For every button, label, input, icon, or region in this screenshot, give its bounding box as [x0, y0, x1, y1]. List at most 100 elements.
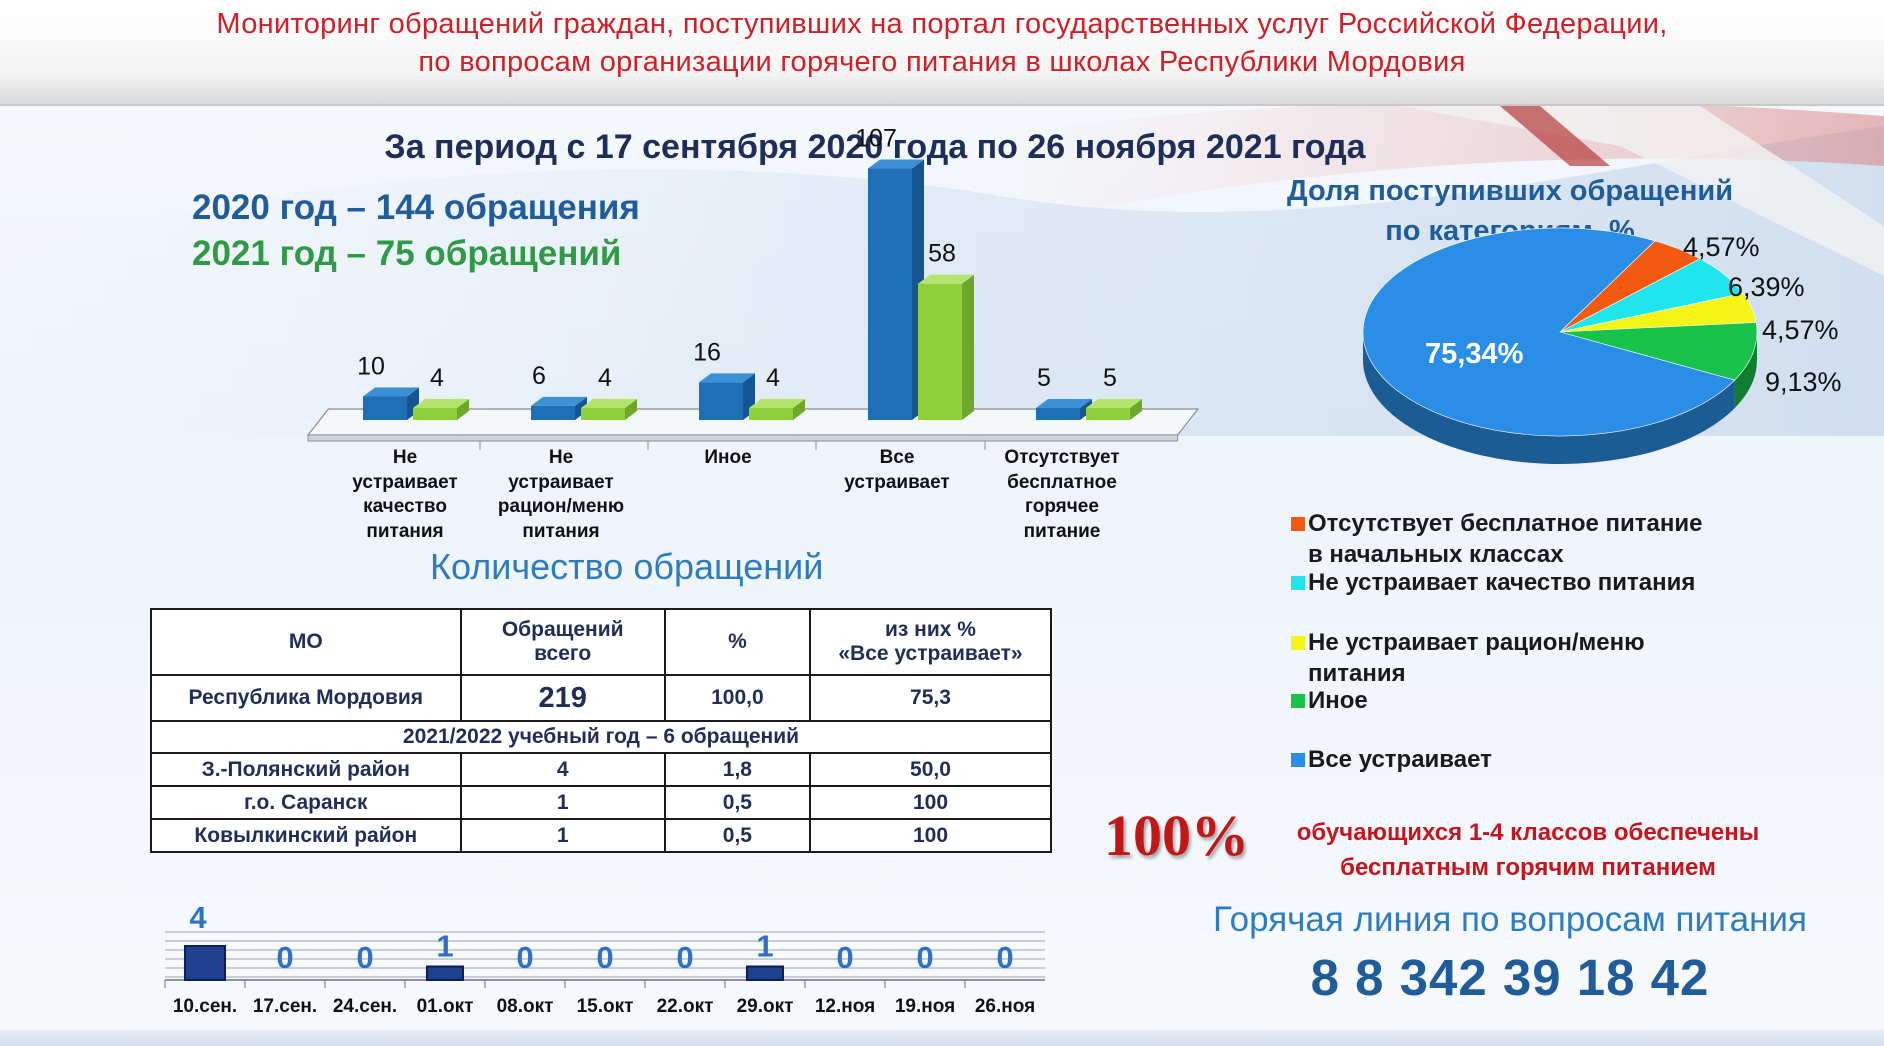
bar-2021-top [918, 274, 974, 284]
pie-label-no-free-meals: 4,57% [1683, 232, 1760, 262]
bar-2021-top [749, 399, 805, 408]
period-title: За период с 17 сентября 2020 года по 26 … [384, 128, 1366, 166]
footer-bar [0, 1030, 1884, 1046]
bar-2020-top [868, 159, 924, 169]
legend-item-no-free-meals: Отсутствует бесплатное питание в начальны… [1291, 508, 1702, 570]
table-cell: 0,5 [663, 785, 811, 820]
category-label: Иное [704, 447, 752, 468]
bar-value-label: 4 [598, 364, 612, 392]
mo-table: МО Обращений всего % из них % «Все устраив… [150, 608, 1053, 853]
bar-2020-top [699, 373, 755, 383]
mini-value-label: 0 [836, 940, 853, 975]
legend-item-menu: Не устраивает рацион/меню питания [1291, 627, 1645, 689]
mini-value-label: 0 [676, 940, 693, 975]
mini-value-label: 1 [436, 929, 453, 964]
mini-category-label: 01.окт [417, 996, 474, 1017]
bar-value-label: 4 [430, 364, 444, 392]
mini-value-label: 0 [356, 940, 373, 975]
mini-value-label: 4 [189, 900, 207, 935]
mini-bar [184, 945, 226, 981]
bar-2021-front [749, 408, 793, 420]
total-2020: 2020 год – 144 обращения [192, 188, 640, 227]
legend-swatch [1291, 636, 1305, 650]
category-label: Не устраивает качество питания [352, 447, 458, 542]
hotline-label: Горячая линия по вопросам питания [1213, 900, 1807, 939]
category-label: Отсутствует бесплатное горячее питание [1004, 447, 1120, 542]
pie-slice [1559, 322, 1758, 381]
mini-value-label: 0 [276, 940, 293, 975]
bar-value-label: 16 [693, 338, 721, 366]
mini-value-label: 0 [996, 940, 1013, 975]
hundred-percent-badge: 100% [1104, 803, 1249, 868]
bar-value-label: 5 [1103, 364, 1117, 392]
bar-value-label: 5 [1037, 364, 1051, 392]
mini-value-label: 1 [756, 929, 773, 964]
pie-label-other: 9,13% [1765, 367, 1842, 397]
bar-2021-side [1130, 399, 1142, 420]
category-label: Не устраивает рацион/меню питания [497, 447, 625, 542]
legend-item-satisfied: Все устраивает [1291, 744, 1492, 775]
table-cell: 1,8 [663, 752, 811, 787]
table-row: З.-Полянский район 4 1,8 50,0 [150, 752, 1053, 787]
mini-category-label: 29.окт [737, 996, 794, 1017]
table-header-cell: Обращений всего [459, 608, 666, 676]
table-cell: 50,0 [808, 752, 1053, 787]
table-cell: З.-Полянский район [150, 752, 462, 787]
chart-floor-edge [307, 434, 1179, 442]
bar-2021-side [625, 399, 637, 420]
mini-value-label: 0 [516, 940, 533, 975]
pie-slice-side [1363, 332, 1735, 465]
bar-value-label: 4 [766, 364, 780, 392]
bar-value-label: 6 [532, 362, 546, 390]
hotline-phone: 8 8 342 39 18 42 [1310, 949, 1710, 1006]
table-cell: 0,5 [663, 818, 811, 853]
bar-2020-top [531, 396, 587, 406]
bar-chart-title: Количество обращений [430, 546, 824, 587]
mini-category-label: 24.сен. [333, 996, 397, 1017]
mini-category-label: 22.окт [657, 996, 714, 1017]
table-cell: 1 [459, 818, 666, 853]
header-title-line1: Мониторинг обращений граждан, поступивши… [216, 8, 1668, 40]
header-banner: Мониторинг обращений граждан, поступивши… [0, 0, 1884, 106]
mini-value-label: 0 [596, 940, 613, 975]
pie-slice-side [1734, 332, 1757, 409]
table-cell: 219 [459, 674, 666, 722]
table-row-total: Республика Мордовия 219 100,0 75,3 [150, 674, 1053, 722]
table-cell: 100,0 [663, 674, 811, 722]
table-row: Ковылкинский район 1 0,5 100 [150, 818, 1053, 853]
bar-2020-front [531, 405, 575, 420]
table-header-cell: из них % «Все устраивает» [808, 608, 1053, 676]
legend-swatch [1291, 517, 1305, 531]
bar-2021-top [413, 399, 469, 408]
mini-bar [746, 965, 784, 981]
table-section-label: 2021/2022 учебный год – 6 обращений [150, 720, 1052, 754]
header-title-line2: по вопросам организации горячего питания… [418, 46, 1466, 78]
pie-label-menu: 4,57% [1762, 315, 1839, 345]
bar-2021-side [962, 274, 974, 420]
bar-value-label: 107 [855, 125, 897, 153]
bar-2020-top [1036, 399, 1092, 408]
mini-category-label: 10.сен. [173, 996, 237, 1017]
bar-2021-front [918, 283, 962, 420]
legend-item-other: Иное [1291, 685, 1368, 716]
mini-bar [426, 965, 464, 981]
table-cell: Республика Мордовия [150, 674, 462, 722]
mini-category-label: 15.окт [577, 996, 634, 1017]
category-label: Все устраивает [844, 447, 950, 493]
bar-2021-front [1086, 408, 1130, 420]
mini-category-label: 12.ноя [815, 996, 875, 1017]
bar-2020-front [1036, 408, 1080, 420]
bar-2020-front [699, 382, 743, 420]
mini-category-label: 26.ноя [975, 996, 1035, 1017]
mini-category-label: 08.окт [497, 996, 554, 1017]
table-header-cell: % [663, 608, 811, 676]
mini-category-label: 17.сен. [253, 996, 317, 1017]
bar-2020-front [868, 168, 912, 420]
bar-2021-front [581, 408, 625, 420]
table-header-row: МО Обращений всего % из них % «Все устраив… [150, 608, 1053, 676]
table-section-row: 2021/2022 учебный год – 6 обращений [150, 720, 1052, 754]
bar-2021-front [413, 408, 457, 420]
